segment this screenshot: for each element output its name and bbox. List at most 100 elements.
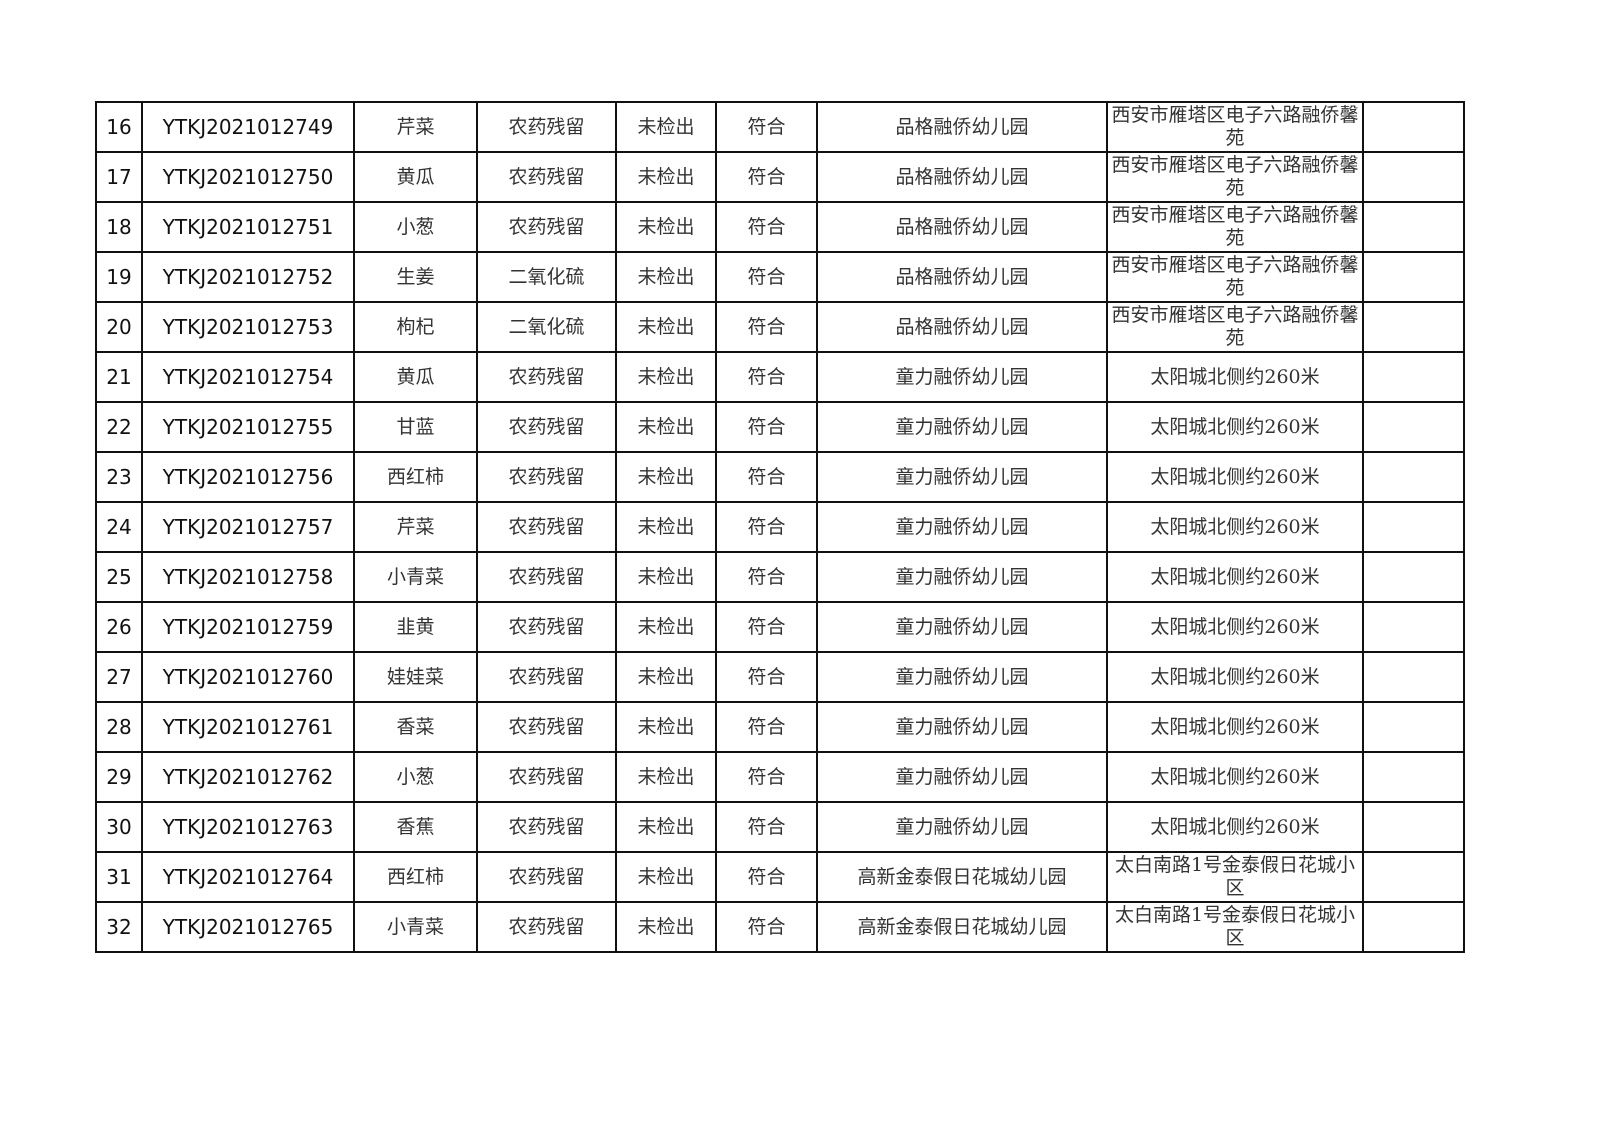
verdict-cell: 符合 (715, 551, 818, 603)
address-cell: 西安市雁塔区电子六路融侨馨苑 (1106, 101, 1364, 153)
verdict-cell: 符合 (715, 501, 818, 553)
table-row: 28 YTKJ2021012761 香菜 农药残留 未检出 符合 童力融侨幼儿园 太阳城北侧约… (95, 701, 1465, 753)
test-item-cell: 农药残留 (476, 351, 617, 403)
sample-code-cell: YTKJ2021012752 (141, 251, 355, 303)
verdict-cell: 符合 (715, 151, 818, 203)
sampled-unit-cell: 品格融侨幼儿园 (816, 301, 1108, 353)
sample-name-cell: 韭黄 (353, 601, 478, 653)
test-result-cell: 未检出 (615, 301, 717, 353)
remarks-cell (1362, 451, 1465, 503)
test-result-cell: 未检出 (615, 801, 717, 853)
sampled-unit-cell: 品格融侨幼儿园 (816, 201, 1108, 253)
table-row: 18 YTKJ2021012751 小葱 农药残留 未检出 符合 品格融侨幼儿园 西安市雁塔区… (95, 201, 1465, 253)
row-number-cell: 17 (95, 151, 143, 203)
sample-code-cell: YTKJ2021012763 (141, 801, 355, 853)
sample-name-cell: 生姜 (353, 251, 478, 303)
table-row: 20 YTKJ2021012753 枸杞 二氧化硫 未检出 符合 品格融侨幼儿园 西安市雁塔区… (95, 301, 1465, 353)
row-number-cell: 28 (95, 701, 143, 753)
remarks-cell (1362, 501, 1465, 553)
address-cell: 西安市雁塔区电子六路融侨馨苑 (1106, 251, 1364, 303)
sample-code-cell: YTKJ2021012761 (141, 701, 355, 753)
table-row: 22 YTKJ2021012755 甘蓝 农药残留 未检出 符合 童力融侨幼儿园 太阳城北侧约… (95, 401, 1465, 453)
table-row: 25 YTKJ2021012758 小青菜 农药残留 未检出 符合 童力融侨幼儿园 太阳城北侧… (95, 551, 1465, 603)
test-item-cell: 农药残留 (476, 801, 617, 853)
sampled-unit-cell: 高新金泰假日花城幼儿园 (816, 851, 1108, 903)
sample-name-cell: 黄瓜 (353, 351, 478, 403)
address-cell: 太阳城北侧约260米 (1106, 751, 1364, 803)
table-row: 27 YTKJ2021012760 娃娃菜 农药残留 未检出 符合 童力融侨幼儿园 太阳城北侧… (95, 651, 1465, 703)
test-item-cell: 农药残留 (476, 101, 617, 153)
row-number-cell: 21 (95, 351, 143, 403)
verdict-cell: 符合 (715, 401, 818, 453)
remarks-cell (1362, 701, 1465, 753)
sample-name-cell: 西红柿 (353, 851, 478, 903)
table-row: 29 YTKJ2021012762 小葱 农药残留 未检出 符合 童力融侨幼儿园 太阳城北侧约… (95, 751, 1465, 803)
test-result-cell: 未检出 (615, 851, 717, 903)
verdict-cell: 符合 (715, 351, 818, 403)
test-result-cell: 未检出 (615, 101, 717, 153)
address-cell: 西安市雁塔区电子六路融侨馨苑 (1106, 201, 1364, 253)
remarks-cell (1362, 101, 1465, 153)
row-number-cell: 32 (95, 901, 143, 953)
table-row: 26 YTKJ2021012759 韭黄 农药残留 未检出 符合 童力融侨幼儿园 太阳城北侧约… (95, 601, 1465, 653)
row-number-cell: 19 (95, 251, 143, 303)
address-cell: 西安市雁塔区电子六路融侨馨苑 (1106, 301, 1364, 353)
test-result-cell: 未检出 (615, 551, 717, 603)
sampled-unit-cell: 童力融侨幼儿园 (816, 601, 1108, 653)
remarks-cell (1362, 851, 1465, 903)
verdict-cell: 符合 (715, 801, 818, 853)
verdict-cell: 符合 (715, 101, 818, 153)
test-item-cell: 农药残留 (476, 401, 617, 453)
row-number-cell: 31 (95, 851, 143, 903)
sample-name-cell: 小葱 (353, 201, 478, 253)
test-result-cell: 未检出 (615, 501, 717, 553)
verdict-cell: 符合 (715, 601, 818, 653)
remarks-cell (1362, 751, 1465, 803)
row-number-cell: 24 (95, 501, 143, 553)
sample-name-cell: 枸杞 (353, 301, 478, 353)
row-number-cell: 22 (95, 401, 143, 453)
test-result-cell: 未检出 (615, 401, 717, 453)
test-result-cell: 未检出 (615, 651, 717, 703)
remarks-cell (1362, 401, 1465, 453)
test-item-cell: 农药残留 (476, 151, 617, 203)
sampled-unit-cell: 高新金泰假日花城幼儿园 (816, 901, 1108, 953)
test-result-cell: 未检出 (615, 701, 717, 753)
sample-code-cell: YTKJ2021012754 (141, 351, 355, 403)
address-cell: 太阳城北侧约260米 (1106, 601, 1364, 653)
address-cell: 太阳城北侧约260米 (1106, 651, 1364, 703)
sampled-unit-cell: 品格融侨幼儿园 (816, 151, 1108, 203)
sampled-unit-cell: 品格融侨幼儿园 (816, 251, 1108, 303)
sample-name-cell: 黄瓜 (353, 151, 478, 203)
remarks-cell (1362, 151, 1465, 203)
address-cell: 太阳城北侧约260米 (1106, 451, 1364, 503)
table-row: 23 YTKJ2021012756 西红柿 农药残留 未检出 符合 童力融侨幼儿园 太阳城北侧… (95, 451, 1465, 503)
address-cell: 太阳城北侧约260米 (1106, 701, 1364, 753)
sampled-unit-cell: 童力融侨幼儿园 (816, 401, 1108, 453)
sample-code-cell: YTKJ2021012762 (141, 751, 355, 803)
sample-code-cell: YTKJ2021012750 (141, 151, 355, 203)
sample-code-cell: YTKJ2021012765 (141, 901, 355, 953)
sample-code-cell: YTKJ2021012755 (141, 401, 355, 453)
address-cell: 太白南路1号金泰假日花城小区 (1106, 851, 1364, 903)
address-cell: 太阳城北侧约260米 (1106, 551, 1364, 603)
sample-name-cell: 甘蓝 (353, 401, 478, 453)
remarks-cell (1362, 601, 1465, 653)
table-row: 17 YTKJ2021012750 黄瓜 农药残留 未检出 符合 品格融侨幼儿园 西安市雁塔区… (95, 151, 1465, 203)
verdict-cell: 符合 (715, 701, 818, 753)
address-cell: 太阳城北侧约260米 (1106, 801, 1364, 853)
sample-name-cell: 小青菜 (353, 551, 478, 603)
remarks-cell (1362, 351, 1465, 403)
sample-name-cell: 西红柿 (353, 451, 478, 503)
test-result-cell: 未检出 (615, 251, 717, 303)
sampled-unit-cell: 童力融侨幼儿园 (816, 451, 1108, 503)
test-item-cell: 农药残留 (476, 451, 617, 503)
table-row: 21 YTKJ2021012754 黄瓜 农药残留 未检出 符合 童力融侨幼儿园 太阳城北侧约… (95, 351, 1465, 403)
table-row: 31 YTKJ2021012764 西红柿 农药残留 未检出 符合 高新金泰假日花城幼儿园太… (95, 851, 1465, 903)
inspection-results-table: 16 YTKJ2021012749 芹菜 农药残留 未检出 符合 品格融侨幼儿园 西安市雁塔区… (95, 101, 1465, 953)
row-number-cell: 18 (95, 201, 143, 253)
sample-code-cell: YTKJ2021012758 (141, 551, 355, 603)
test-item-cell: 农药残留 (476, 901, 617, 953)
sample-name-cell: 香蕉 (353, 801, 478, 853)
sample-name-cell: 小葱 (353, 751, 478, 803)
